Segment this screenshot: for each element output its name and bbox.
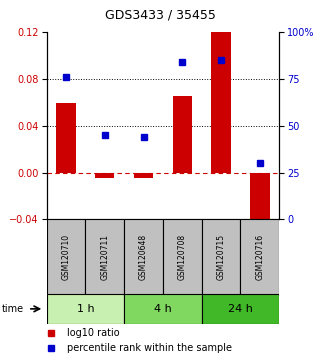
Text: time: time <box>2 304 24 314</box>
Bar <box>202 219 240 294</box>
Bar <box>163 219 202 294</box>
Bar <box>47 294 124 324</box>
Text: 1 h: 1 h <box>76 304 94 314</box>
Bar <box>250 172 270 229</box>
Text: GDS3433 / 35455: GDS3433 / 35455 <box>105 9 216 22</box>
Bar <box>85 219 124 294</box>
Bar <box>95 172 114 178</box>
Text: GSM120708: GSM120708 <box>178 234 187 280</box>
Text: GSM120715: GSM120715 <box>217 234 226 280</box>
Text: log10 ratio: log10 ratio <box>67 328 120 338</box>
Bar <box>240 219 279 294</box>
Bar <box>47 219 85 294</box>
Text: GSM120716: GSM120716 <box>256 234 265 280</box>
Text: 24 h: 24 h <box>228 304 253 314</box>
Bar <box>212 31 231 172</box>
Bar <box>124 294 202 324</box>
Text: GSM120710: GSM120710 <box>61 234 70 280</box>
Bar <box>202 294 279 324</box>
Bar <box>134 172 153 178</box>
Text: percentile rank within the sample: percentile rank within the sample <box>67 343 232 353</box>
Bar <box>124 219 163 294</box>
Bar <box>173 96 192 172</box>
Bar <box>56 103 76 172</box>
Text: GSM120648: GSM120648 <box>139 234 148 280</box>
Text: 4 h: 4 h <box>154 304 172 314</box>
Text: GSM120711: GSM120711 <box>100 234 109 280</box>
